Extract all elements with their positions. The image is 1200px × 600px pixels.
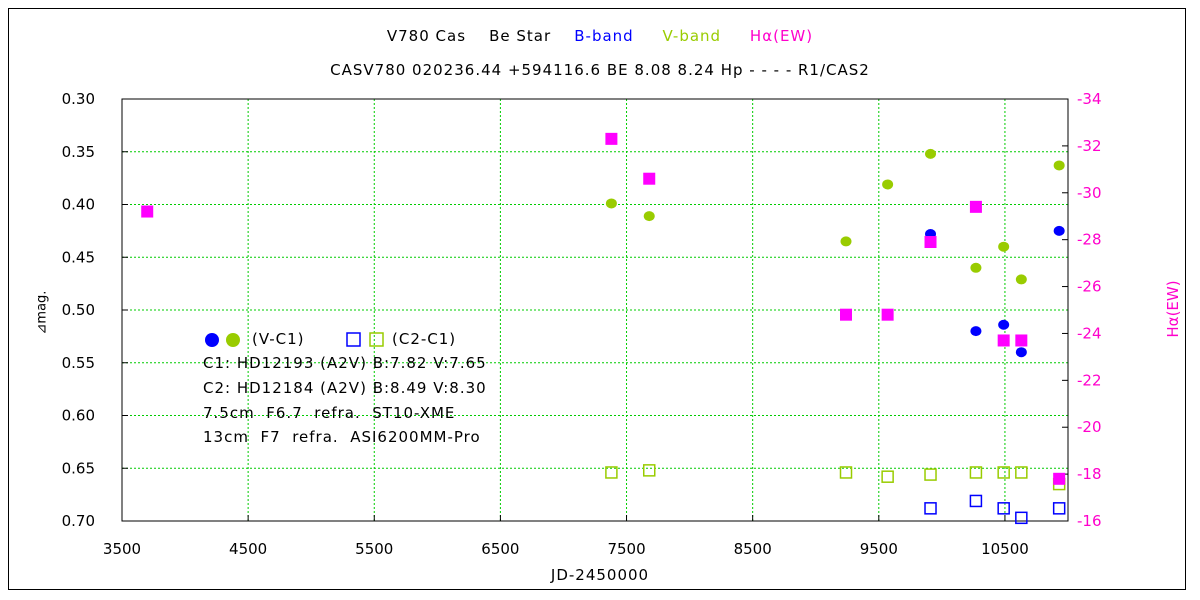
legend-vc1-label: (V-C1) [252, 330, 305, 348]
note-c2: C2: HD12184 (A2V) B:8.49 V:8.30 [203, 379, 487, 397]
y-tick-label: 0.45 [62, 248, 95, 266]
y2-tick-label: -22 [1077, 371, 1102, 389]
data-point-open-square [1052, 502, 1066, 515]
data-point-open-square [924, 502, 937, 515]
data-point-circle [998, 241, 1010, 252]
y2-tick-label: -32 [1077, 137, 1102, 155]
plot-border [121, 98, 1069, 522]
data-point-filled-square [881, 308, 894, 321]
legend-b-circle-marker [205, 333, 219, 347]
data-point-circle [970, 262, 982, 273]
y-tick-label: 0.70 [62, 512, 95, 530]
legend-b-band: B-band [574, 27, 634, 45]
note-scope2: 13cm F7 refra. ASI6200MM-Pro [203, 428, 481, 446]
data-point-filled-square [141, 205, 154, 218]
legend-v-band: V-band [662, 27, 722, 45]
y-tick-label: 0.60 [62, 407, 95, 425]
data-point-circle [643, 211, 655, 222]
y-tick-label: 0.55 [62, 354, 95, 372]
data-point-circle [998, 319, 1010, 330]
y2-tick-label: -18 [1077, 465, 1102, 483]
legend-v-square-marker [369, 332, 384, 347]
data-point-open-square [997, 502, 1010, 515]
y2-tick-label: -16 [1077, 512, 1102, 530]
data-point-filled-square [969, 200, 982, 213]
x-tick-label: 4500 [229, 540, 267, 558]
legend-c2c1-label: (C2-C1) [392, 330, 457, 348]
data-point-filled-square [924, 236, 937, 249]
y-tick-label: 0.65 [62, 459, 95, 477]
star-type: Be Star [489, 27, 552, 45]
data-point-filled-square [605, 132, 618, 145]
y2-tick-label: -24 [1077, 324, 1102, 342]
legend-b-square-marker [346, 332, 361, 347]
x-axis-label: JD-2450000 [550, 566, 650, 584]
legend-v-circle-marker [226, 333, 240, 347]
data-point-filled-square [1053, 472, 1066, 485]
y-tick-label: 0.40 [62, 196, 95, 214]
data-point-open-square [969, 466, 983, 479]
y2-tick-label: -28 [1077, 231, 1102, 249]
y2-tick-label: -26 [1077, 278, 1102, 296]
y-tick-label: 0.30 [62, 90, 95, 108]
y2-tick-label: -20 [1077, 418, 1102, 436]
data-point-open-square [881, 470, 894, 483]
y2-axis-label: Hα(EW) [1164, 280, 1182, 338]
y-tick-label: 0.50 [62, 301, 95, 319]
data-point-open-square [1015, 466, 1028, 479]
x-tick-label: 5500 [355, 540, 393, 558]
y-tick-label: 0.35 [62, 143, 95, 161]
data-point-filled-square [997, 334, 1010, 347]
data-point-circle [1015, 274, 1027, 285]
x-tick-label: 9500 [860, 540, 898, 558]
chart-subtitle: CASV780 020236.44 +594116.6 BE 8.08 8.24… [330, 61, 870, 79]
data-point-circle [1053, 160, 1065, 171]
data-point-filled-square [840, 308, 853, 321]
data-point-circle [1053, 225, 1065, 236]
data-point-filled-square [1015, 334, 1028, 347]
data-point-open-square [839, 466, 853, 479]
data-point-circle [882, 179, 894, 190]
legend-halpha: Hα(EW) [749, 27, 814, 45]
data-point-open-square [924, 468, 937, 481]
data-point-circle [605, 198, 617, 209]
data-point-open-square [997, 466, 1010, 479]
data-point-open-square [969, 494, 983, 508]
chart-title: V780 Cas Be Star B-band V-band Hα(EW) [0, 27, 1200, 45]
note-scope1: 7.5cm F6.7 refra. ST10-XME [203, 404, 456, 422]
star-name: V780 Cas [386, 27, 467, 45]
data-point-circle [1015, 347, 1027, 358]
data-point-open-square [1015, 511, 1028, 525]
x-tick-label: 6500 [481, 540, 519, 558]
x-tick-label: 7500 [607, 540, 645, 558]
data-point-open-square [605, 466, 618, 479]
y-axis-label: ⊿mag. [34, 290, 50, 335]
data-point-filled-square [643, 172, 656, 185]
y2-tick-label: -34 [1077, 90, 1102, 108]
data-point-circle [925, 148, 937, 159]
chart-frame [8, 8, 1186, 590]
y2-tick-label: -30 [1077, 184, 1102, 202]
data-point-circle [970, 326, 982, 337]
x-tick-label: 8500 [734, 540, 772, 558]
data-point-open-square [642, 464, 656, 477]
x-tick-label: 3500 [103, 540, 141, 558]
x-tick-label: 10500 [981, 540, 1029, 558]
data-point-circle [840, 236, 852, 247]
note-c1: C1: HD12193 (A2V) B:7.82 V:7.65 [203, 354, 487, 372]
